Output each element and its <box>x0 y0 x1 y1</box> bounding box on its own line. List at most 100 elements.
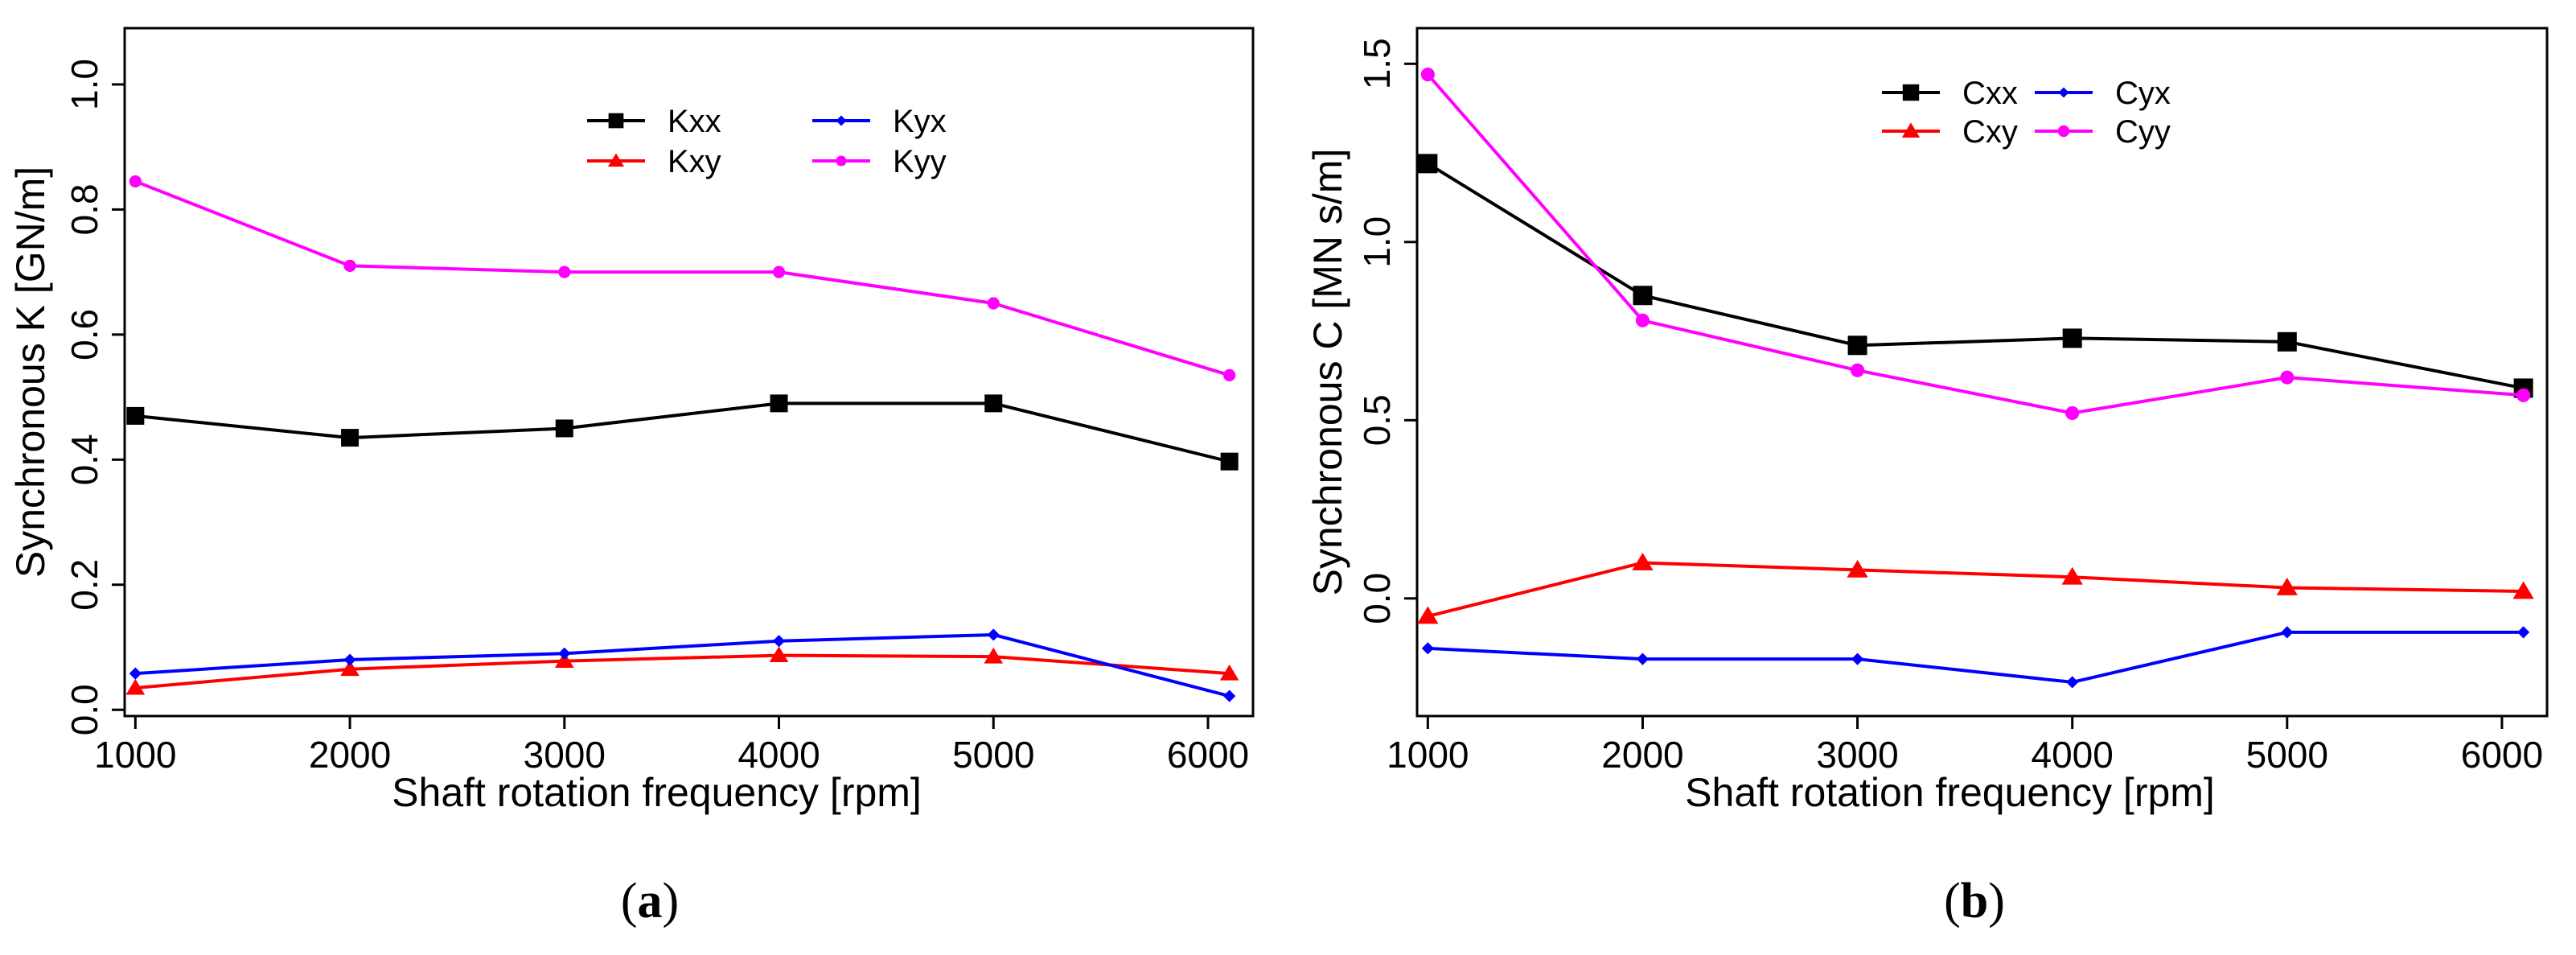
y-tick-label: 0.0 <box>1356 573 1398 624</box>
y-tick-label: 1.0 <box>1356 216 1398 268</box>
plot-frame <box>1415 27 2549 718</box>
x-tick-label: 2000 <box>1601 734 1683 776</box>
x-tick-label: 1000 <box>1387 734 1469 776</box>
legend-marker-kxx <box>608 113 624 129</box>
legend-label-kxx: Kxx <box>668 104 721 139</box>
x-tick-label: 5000 <box>2246 734 2328 776</box>
y-tick-label: 0.6 <box>64 309 105 360</box>
point-cyy <box>1851 363 1865 377</box>
legend-label-kyy: Kyy <box>893 144 947 179</box>
point-kxy <box>554 652 574 669</box>
point-cyx <box>2066 676 2079 689</box>
point-cxx <box>1418 154 1438 174</box>
legend-marker-kyx <box>836 115 847 126</box>
y-tick-label: 1.0 <box>64 59 105 110</box>
point-cxy <box>2061 566 2083 585</box>
point-kxx <box>984 394 1003 413</box>
y-axis-title: Synchronous C [MN s/m] <box>1305 149 1350 596</box>
series-line-cyx <box>1428 630 2524 684</box>
series-line-cxx <box>1427 162 2525 390</box>
panel-label: (a) <box>621 874 679 928</box>
point-cxx <box>2062 328 2082 348</box>
point-cyx <box>2281 626 2294 639</box>
x-tick-label: 6000 <box>2461 734 2543 776</box>
series-line-kyx <box>135 632 1230 698</box>
point-kxy <box>769 646 789 663</box>
point-cxy <box>1632 553 1654 570</box>
x-tick-label: 2000 <box>309 734 391 776</box>
series-line-kxx <box>135 401 1230 463</box>
point-cyy <box>2516 388 2531 402</box>
legend-label-kyx: Kyx <box>893 104 947 139</box>
legend-label-kxy: Kxy <box>668 144 721 179</box>
point-cyx <box>2517 626 2530 639</box>
point-kxy <box>340 660 359 677</box>
point-cyy <box>2280 370 2295 385</box>
point-kyx <box>343 653 356 666</box>
y-tick-label: 1.5 <box>1356 38 1398 89</box>
plot-frame <box>123 27 1255 718</box>
series-line-cyy <box>1426 73 2524 415</box>
panel-label: (b) <box>1944 874 2005 928</box>
x-tick-label: 1000 <box>94 734 176 776</box>
point-kyy <box>343 259 356 272</box>
point-kyy <box>558 266 571 278</box>
point-cyx <box>1421 642 1434 655</box>
point-kxy <box>984 647 1004 664</box>
point-cxx <box>1633 286 1653 306</box>
point-kyy <box>772 266 786 278</box>
x-tick-label: 3000 <box>524 734 606 776</box>
legend-label-cyx: Cyx <box>2115 76 2171 111</box>
panel-a: 1000 2000 3000 4000 5000 6000 0.0 0.2 0.4 0.6 0.8 1… <box>8 27 1255 928</box>
point-kyy <box>987 297 1000 310</box>
point-kxx <box>1220 452 1239 471</box>
x-tick-label: 4000 <box>737 734 820 776</box>
legend-marker-cxy <box>1901 122 1921 138</box>
point-cxy <box>1417 606 1439 624</box>
legend-marker-kyy <box>836 155 847 167</box>
y-tick-label: 0.0 <box>64 684 105 735</box>
legend-marker-cyy <box>2057 125 2070 138</box>
legend-marker-cyx <box>2058 87 2069 98</box>
point-cyy <box>2065 405 2080 420</box>
series-line-kxy <box>135 653 1230 690</box>
series-line-kyy <box>134 179 1230 377</box>
point-cyx <box>1636 652 1650 665</box>
point-kyy <box>1223 368 1236 381</box>
x-tick-label: 5000 <box>952 734 1034 776</box>
y-tick-label: 0.8 <box>64 183 105 235</box>
legend-marker-kxy <box>607 153 625 167</box>
legend: Kxx Kxy Kyx Kyy <box>587 104 947 179</box>
point-kxx <box>126 406 145 425</box>
y-tick-label: 0.5 <box>1356 394 1398 446</box>
point-cyy <box>1635 313 1650 327</box>
point-kyy <box>129 175 142 188</box>
x-tick-label: 4000 <box>2032 734 2114 776</box>
point-kyx <box>987 628 1000 641</box>
x-tick-label: 6000 <box>1167 734 1249 776</box>
point-cxy <box>2512 581 2534 599</box>
point-kyx <box>772 635 786 648</box>
x-axis-title: Shaft rotation frequency [rpm] <box>392 770 922 815</box>
x-tick-label: 3000 <box>1816 734 1898 776</box>
x-axis-title: Shaft rotation frequency [rpm] <box>1685 770 2215 815</box>
point-cxy <box>2276 578 2298 595</box>
point-cyx <box>1851 652 1864 665</box>
point-cxx <box>1847 335 1867 356</box>
point-kxx <box>341 429 359 447</box>
y-tick-label: 0.4 <box>64 434 105 485</box>
point-kxx <box>770 394 788 413</box>
legend-label-cxx: Cxx <box>1962 76 2018 111</box>
point-cxy <box>1847 559 1868 578</box>
point-kxy <box>125 678 146 695</box>
panel-b: 1000 2000 3000 4000 5000 6000 0.0 0.5 1.0 1.5 Shaf… <box>1305 27 2549 928</box>
y-tick-label: 0.2 <box>64 559 105 611</box>
legend-label-cyy: Cyy <box>2115 114 2171 150</box>
point-kyx <box>1223 689 1236 702</box>
series-line-cxy <box>1427 561 2524 618</box>
point-cxx <box>2277 331 2297 352</box>
y-axis-title: Synchronous K [GN/m] <box>8 167 53 578</box>
point-kxy <box>1219 664 1239 681</box>
